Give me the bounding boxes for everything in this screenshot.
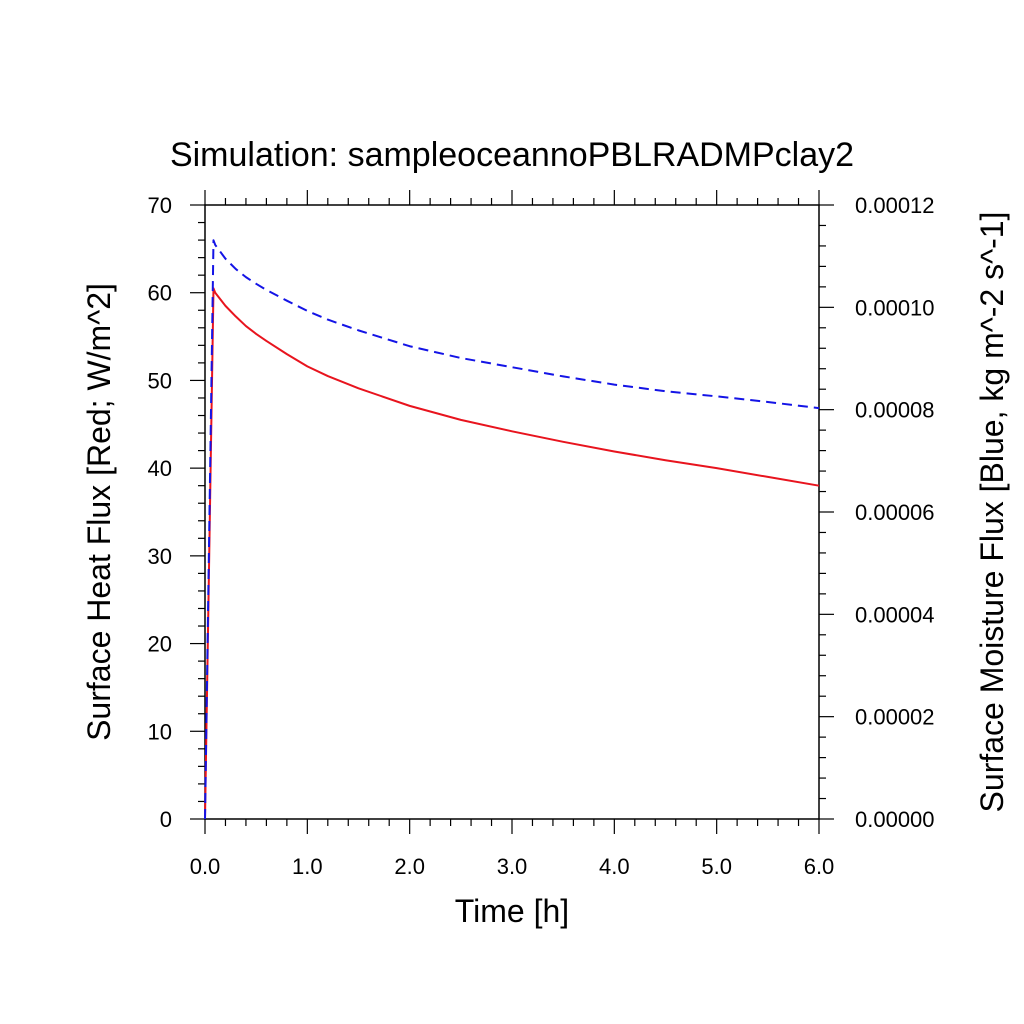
x-tick-label: 3.0	[497, 854, 528, 879]
x-tick-label: 2.0	[394, 854, 425, 879]
plot-frame	[204, 204, 820, 820]
heat-flux-line	[204, 287, 820, 820]
y-right-tick-label: 0.00000	[855, 807, 935, 832]
x-tick-label: 4.0	[599, 854, 630, 879]
y-right-tick-label: 0.00006	[855, 500, 935, 525]
y-axis-label-right: Surface Moisture Flux [Blue, kg m^-2 s^-…	[974, 212, 1010, 813]
y-left-tick-label: 70	[148, 193, 172, 218]
x-tick-label: 1.0	[292, 854, 323, 879]
tick-labels: 0.0 1.0 2.0 3.0 4.0 5.0 6.0 0 10 20 30 40 50 60 70 0.00…	[148, 193, 935, 879]
y-left-tick-label: 30	[148, 544, 172, 569]
y-right-tick-label: 0.00012	[855, 193, 935, 218]
y-axis-label-left: Surface Heat Flux [Red; W/m^2]	[81, 283, 117, 741]
y-left-tick-label: 20	[148, 632, 172, 657]
y-left-tick-label: 60	[148, 281, 172, 306]
plot-area-border	[204, 204, 820, 820]
x-tick-label: 5.0	[701, 854, 732, 879]
series-layer	[204, 239, 820, 820]
x-tick-label: 0.0	[190, 854, 221, 879]
y-left-tick-label: 40	[148, 456, 172, 481]
x-tick-label: 6.0	[804, 854, 835, 879]
y-left-tick-label: 50	[148, 368, 172, 393]
chart-title: Simulation: sampleoceannoPBLRADMPclay2	[170, 136, 854, 174]
x-axis-label: Time [h]	[455, 893, 569, 929]
tick-marks	[190, 190, 834, 834]
y-right-tick-label: 0.00002	[855, 705, 935, 730]
y-right-tick-label: 0.00008	[855, 398, 935, 423]
y-right-tick-label: 0.00010	[855, 295, 935, 320]
y-left-tick-label: 10	[148, 719, 172, 744]
y-left-tick-label: 0	[160, 807, 172, 832]
y-right-tick-label: 0.00004	[855, 602, 935, 627]
moisture-flux-line	[204, 239, 820, 820]
